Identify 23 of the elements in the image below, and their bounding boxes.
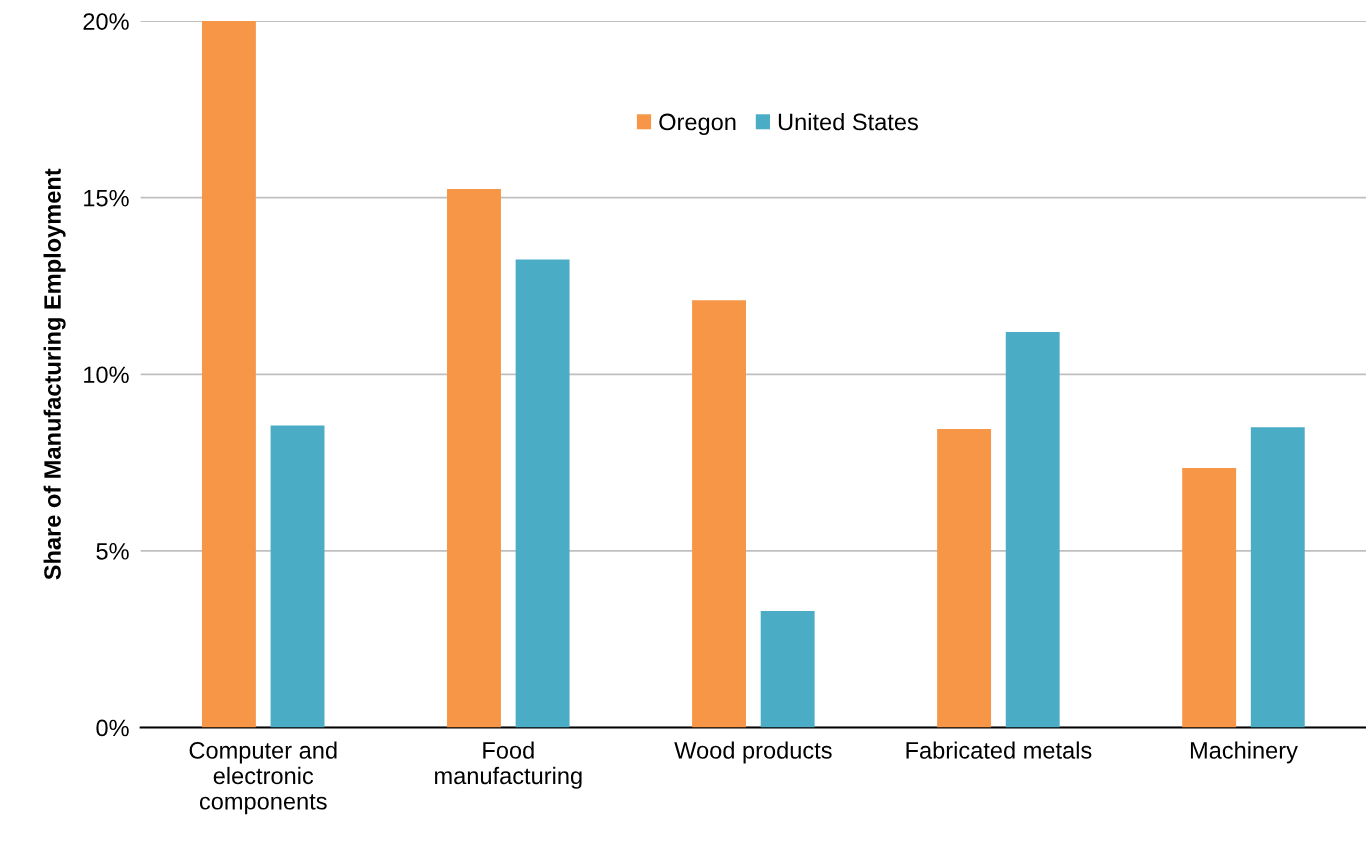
bar — [447, 188, 501, 728]
x-tick-label: Wood products — [674, 741, 832, 764]
y-axis-title: Share of Manufacturing Employment — [43, 168, 66, 580]
bar — [515, 259, 570, 728]
legend-label: Oregon — [659, 113, 736, 135]
legend-label: United States — [778, 112, 918, 131]
x-tick-label: Machinery — [1190, 741, 1298, 764]
bar — [1005, 331, 1060, 728]
y-tick-label: 20% — [83, 13, 129, 30]
x-tick-label: Fabricated metals — [906, 741, 1092, 759]
y-tick-label: 0% — [96, 719, 129, 737]
bar — [201, 21, 256, 728]
bar — [937, 429, 992, 728]
bar — [270, 425, 325, 728]
y-tick-label: 10% — [84, 366, 129, 384]
bar — [692, 300, 746, 728]
bar — [760, 610, 815, 728]
y-tick-label: 15% — [84, 189, 129, 207]
x-tick-label: Computer and electronic components — [189, 741, 337, 815]
bar — [1182, 467, 1237, 728]
x-tick-label: Food manufacturing — [435, 741, 582, 789]
y-tick-label: 5% — [96, 543, 129, 560]
bar — [1250, 427, 1305, 728]
